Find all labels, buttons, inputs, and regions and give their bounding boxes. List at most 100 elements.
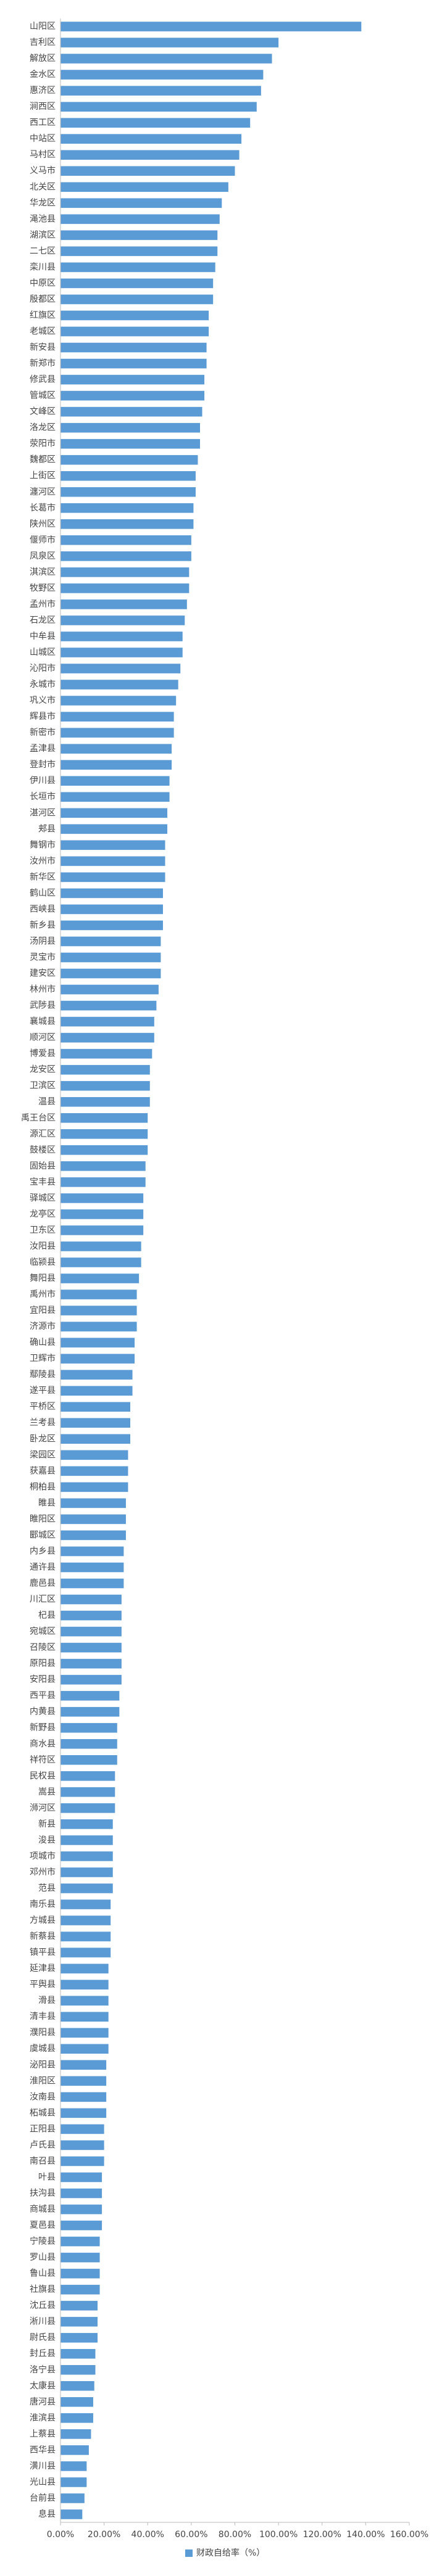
x-tick-label: 120.00% bbox=[303, 2530, 341, 2540]
bar bbox=[60, 2076, 107, 2086]
y-tick-label: 平舆县 bbox=[30, 1980, 56, 1990]
y-tick-label: 息县 bbox=[38, 2509, 56, 2519]
y-tick-label: 登封市 bbox=[30, 759, 56, 770]
bar bbox=[60, 1290, 137, 1299]
y-tick-label: 长垣市 bbox=[30, 791, 56, 802]
y-tick-label: 二七区 bbox=[30, 246, 56, 256]
bar bbox=[60, 487, 196, 497]
y-tick-label: 确山县 bbox=[30, 1338, 56, 1348]
bar bbox=[60, 1386, 133, 1396]
bar bbox=[60, 1338, 135, 1348]
y-tick-label: 永城市 bbox=[30, 679, 56, 689]
y-tick-label: 范县 bbox=[38, 1883, 56, 1893]
y-tick-label: 清丰县 bbox=[30, 2012, 56, 2022]
bar bbox=[60, 2092, 107, 2102]
y-tick-label: 民权县 bbox=[30, 1771, 56, 1781]
y-tick-label: 武陟县 bbox=[30, 1001, 56, 1011]
bar bbox=[60, 2445, 89, 2455]
bar bbox=[60, 70, 264, 80]
bar bbox=[60, 166, 235, 176]
bar bbox=[60, 2236, 100, 2247]
y-tick-label: 栾川县 bbox=[30, 261, 56, 272]
bar bbox=[60, 2332, 98, 2343]
y-tick-label: 温县 bbox=[38, 1097, 56, 1107]
y-tick-label: 湛河区 bbox=[30, 808, 56, 818]
bar bbox=[60, 2316, 98, 2327]
bar bbox=[60, 696, 177, 706]
y-tick-label: 宁陵县 bbox=[30, 2236, 56, 2247]
bar bbox=[60, 599, 187, 609]
bar bbox=[60, 2012, 109, 2022]
x-tick-label: 140.00% bbox=[346, 2530, 385, 2540]
bar bbox=[60, 1546, 124, 1557]
bar bbox=[60, 1948, 111, 1957]
y-tick-label: 龙亭区 bbox=[30, 1209, 56, 1219]
y-tick-label: 封丘县 bbox=[30, 2349, 56, 2359]
bar bbox=[60, 1867, 113, 1877]
bar bbox=[60, 2284, 100, 2295]
y-tick-label: 巩义市 bbox=[30, 695, 56, 706]
y-tick-label: 新蔡县 bbox=[30, 1932, 56, 1941]
y-tick-label: 建安区 bbox=[30, 969, 56, 979]
bar bbox=[60, 728, 174, 738]
bar bbox=[60, 1161, 146, 1171]
bar bbox=[60, 760, 172, 770]
x-tick-label: 40.00% bbox=[131, 2530, 164, 2540]
bar bbox=[60, 1722, 117, 1733]
bar bbox=[60, 54, 272, 64]
y-tick-label: 涧西区 bbox=[30, 102, 56, 112]
y-tick-label: 淇滨区 bbox=[30, 567, 56, 577]
bar bbox=[60, 1562, 124, 1573]
bar bbox=[60, 1980, 109, 1990]
y-tick-label: 卧龙区 bbox=[30, 1434, 56, 1444]
bar bbox=[60, 2493, 85, 2503]
bar bbox=[60, 2429, 91, 2439]
bar bbox=[60, 1241, 141, 1251]
y-tick-label: 马村区 bbox=[30, 150, 56, 160]
y-tick-label: 山城区 bbox=[30, 648, 56, 657]
bar bbox=[60, 2477, 87, 2487]
y-tick-label: 文峰区 bbox=[30, 407, 56, 417]
y-tick-label: 舞阳县 bbox=[30, 1274, 56, 1283]
y-tick-label: 延津县 bbox=[30, 1964, 56, 1973]
bar bbox=[60, 1916, 111, 1925]
y-tick-label: 汝阳县 bbox=[30, 1241, 56, 1251]
y-tick-label: 中站区 bbox=[30, 134, 56, 144]
y-tick-label: 湖滨区 bbox=[30, 230, 56, 240]
y-tick-label: 卫滨区 bbox=[30, 1081, 56, 1091]
bar bbox=[60, 1354, 135, 1364]
bar bbox=[60, 1064, 150, 1075]
y-tick-label: 殷都区 bbox=[30, 294, 56, 304]
y-tick-label: 上街区 bbox=[30, 471, 56, 481]
bar bbox=[60, 422, 200, 433]
bar bbox=[60, 1755, 117, 1765]
bar bbox=[60, 1193, 144, 1203]
y-tick-label: 南召县 bbox=[30, 2156, 56, 2166]
bar bbox=[60, 2300, 98, 2311]
bar bbox=[60, 1418, 130, 1428]
legend-swatch bbox=[185, 2549, 193, 2557]
bar bbox=[60, 1402, 130, 1412]
y-tick-label: 新密市 bbox=[30, 727, 56, 738]
bar bbox=[60, 583, 190, 593]
y-tick-label: 濮阳县 bbox=[30, 2028, 56, 2038]
bar bbox=[60, 455, 198, 465]
y-tick-label: 瀍河区 bbox=[30, 487, 56, 497]
bar bbox=[60, 1883, 113, 1893]
bar bbox=[60, 2188, 102, 2199]
y-tick-label: 淅川县 bbox=[30, 2317, 56, 2327]
y-tick-label: 禹州市 bbox=[30, 1289, 56, 1299]
y-tick-label: 淮阳区 bbox=[30, 2076, 56, 2086]
x-tick-label: 60.00% bbox=[175, 2530, 207, 2540]
bar bbox=[60, 2060, 107, 2070]
bar bbox=[60, 1450, 128, 1460]
y-tick-label: 尉氏县 bbox=[30, 2333, 56, 2343]
y-tick-label: 社旗县 bbox=[30, 2285, 56, 2295]
bar bbox=[60, 1932, 111, 1941]
bar bbox=[60, 551, 191, 561]
bar bbox=[60, 535, 191, 545]
y-tick-label: 浚县 bbox=[38, 1835, 56, 1845]
y-tick-label: 魏都区 bbox=[30, 455, 56, 465]
y-tick-label: 遂平县 bbox=[30, 1386, 56, 1396]
y-tick-label: 商水县 bbox=[30, 1739, 56, 1749]
